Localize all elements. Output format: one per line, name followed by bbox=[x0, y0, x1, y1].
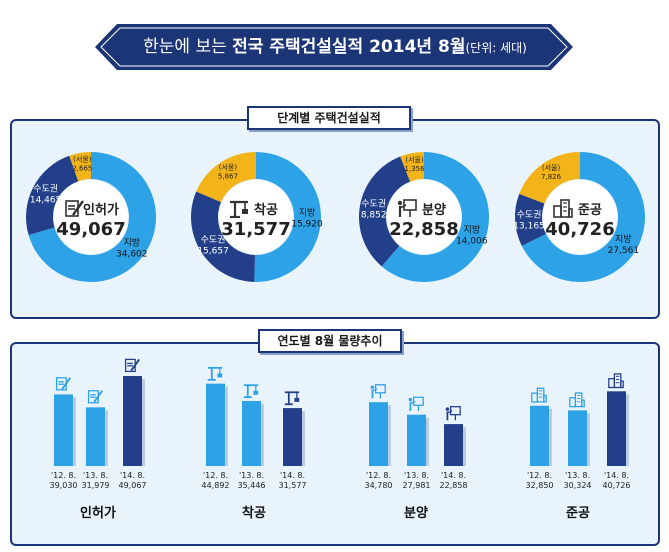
yearly-panel bbox=[10, 342, 660, 546]
title-light: 한눈에 보는 bbox=[143, 37, 227, 57]
title-bold: 전국 주택건설실적 2014년 8월 bbox=[232, 37, 466, 57]
page-title: 한눈에 보는 전국 주택건설실적 2014년 8월(단위: 세대) bbox=[115, 35, 555, 60]
stage-panel bbox=[10, 119, 660, 319]
section-title-stage: 단계별 주택건설실적 bbox=[247, 106, 411, 130]
title-banner bbox=[95, 24, 573, 70]
title-unit: (단위: 세대) bbox=[465, 41, 527, 55]
section-title-yearly: 연도별 8월 물량추이 bbox=[258, 329, 402, 353]
